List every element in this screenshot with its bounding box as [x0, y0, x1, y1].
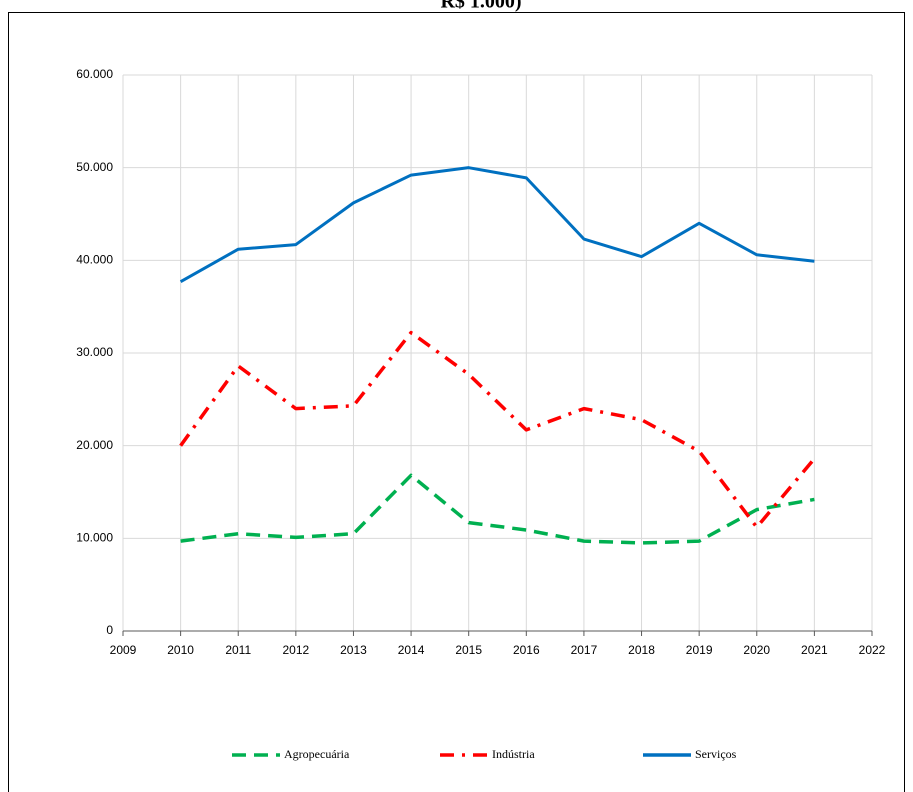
- x-tick-label: 2010: [167, 643, 194, 657]
- legend-label: Indústria: [492, 747, 535, 761]
- chart-title: R$ 1.000): [440, 0, 521, 13]
- y-tick-label: 50.000: [76, 160, 113, 174]
- chart-frame: [8, 12, 905, 792]
- y-tick-label: 0: [106, 623, 113, 637]
- y-tick-label: 60.000: [76, 67, 113, 81]
- y-tick-label: 40.000: [76, 253, 113, 267]
- x-tick-label: 2017: [571, 643, 598, 657]
- x-tick-label: 2009: [110, 643, 137, 657]
- series-line: [180, 473, 815, 545]
- y-tick-label: 10.000: [76, 531, 113, 545]
- x-tick-label: 2022: [859, 643, 886, 657]
- x-tick-label: 2016: [513, 643, 540, 657]
- x-tick-label: 2011: [225, 643, 251, 657]
- x-tick-label: 2021: [801, 643, 828, 657]
- legend-label: Agropecuária: [284, 747, 350, 761]
- x-tick-label: 2015: [455, 643, 482, 657]
- y-tick-label: 30.000: [76, 345, 113, 359]
- legend-label: Serviços: [695, 747, 737, 761]
- x-tick-label: 2014: [398, 643, 425, 657]
- x-tick-label: 2012: [282, 643, 309, 657]
- x-tick-label: 2019: [686, 643, 713, 657]
- x-tick-label: 2018: [628, 643, 655, 657]
- series-line: [179, 330, 816, 529]
- series-line: [179, 166, 815, 283]
- x-tick-label: 2020: [743, 643, 770, 657]
- x-tick-label: 2013: [340, 643, 367, 657]
- y-tick-label: 20.000: [76, 438, 113, 452]
